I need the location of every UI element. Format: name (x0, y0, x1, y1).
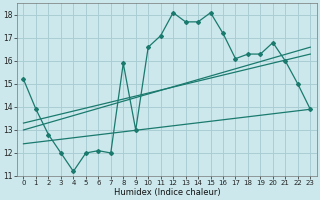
X-axis label: Humidex (Indice chaleur): Humidex (Indice chaleur) (114, 188, 220, 197)
